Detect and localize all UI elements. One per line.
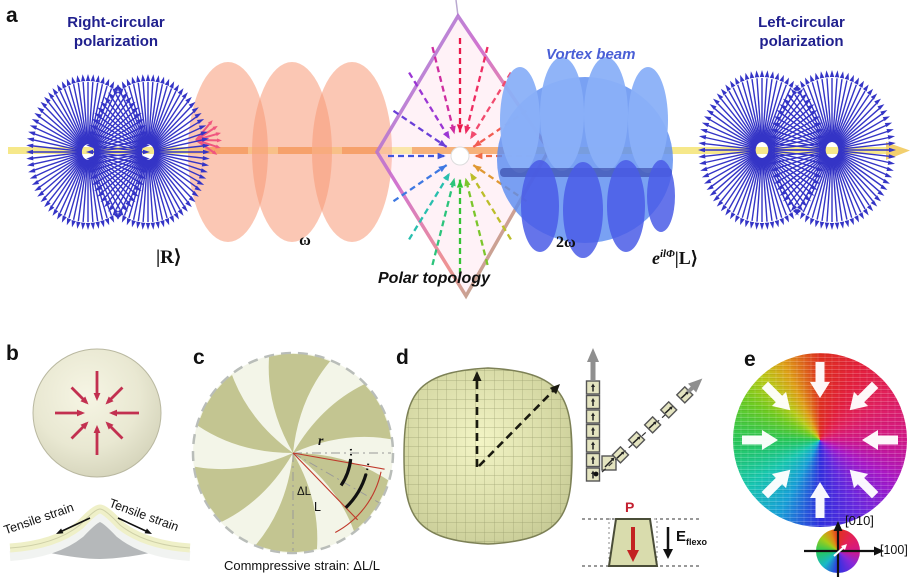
panel-a-label: a [6, 4, 18, 27]
compressive-strain-caption: Commpressive strain: ΔL/L [223, 558, 381, 573]
axis-010-arrow-icon [833, 521, 843, 531]
panel-d-label: d [396, 346, 409, 369]
left-circular-label: Left-circular polarization [758, 14, 845, 50]
eflexo-symbol: E [676, 528, 687, 545]
polar-vortex-arrows [388, 38, 532, 274]
two-omega-label: 2ω [556, 234, 576, 251]
omega-label: ω [299, 232, 311, 249]
ket-l-label: eilΦ|L⟩ [652, 248, 698, 269]
ket-r-label: |R⟩ [156, 247, 182, 268]
tensile-strain-arrows [56, 517, 152, 534]
l-label: L [314, 500, 321, 514]
ket-l-ket: |L⟩ [674, 248, 698, 268]
pump-ellipses [188, 62, 392, 242]
strain-annotations [292, 448, 385, 533]
delta-l-label: ΔL [297, 486, 312, 498]
radius-label: r [318, 434, 324, 449]
axis-100-arrow-icon [874, 546, 884, 556]
polarization-p-label: P [625, 499, 635, 515]
panel-c-label: c [193, 346, 205, 369]
vortex-beam-label: Vortex beam [546, 46, 636, 63]
vortex-helix [497, 57, 675, 258]
axis-010-label: [010] [845, 513, 874, 528]
wheel-pointer-icon [841, 544, 847, 550]
lattice-rotation-arrows [472, 371, 560, 467]
ket-l-base: e [652, 248, 660, 268]
eflexo-down-arrow-icon [663, 549, 673, 559]
unit-cell-chains [585, 348, 703, 482]
orientation-axes [804, 521, 884, 577]
panel-b-label: b [6, 342, 19, 365]
membrane-cross-section [9, 504, 191, 561]
starburst-right-circular [26, 74, 210, 230]
axis-100-label: [100] [880, 543, 908, 557]
strained-sphere [32, 348, 162, 478]
eflexo-label: Eflexo [676, 528, 707, 547]
starburst-left-circular [698, 70, 896, 230]
eflexo-subscript: flexo [686, 537, 708, 547]
ket-l-exponent: ilΦ [660, 248, 675, 260]
right-circular-label: Right-circular polarization [67, 14, 165, 50]
flexo-trapezoid [582, 518, 700, 567]
center-convergent-arrows [55, 371, 139, 455]
panel-e-label: e [744, 348, 756, 371]
polar-topology-label: Polar topology [378, 270, 490, 287]
vector-map-arrows [742, 362, 898, 518]
